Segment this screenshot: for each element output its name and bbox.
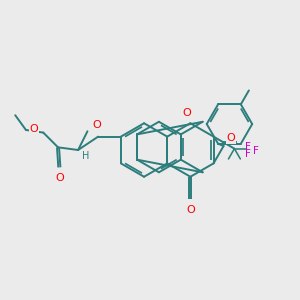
Text: O: O	[186, 205, 195, 215]
Text: F: F	[253, 146, 259, 156]
Text: F: F	[245, 142, 251, 152]
Text: O: O	[92, 120, 101, 130]
Text: H: H	[82, 151, 89, 161]
Text: O: O	[29, 124, 38, 134]
Text: F: F	[245, 149, 251, 159]
Text: O: O	[55, 173, 64, 183]
Text: O: O	[226, 133, 235, 143]
Text: O: O	[182, 108, 191, 118]
